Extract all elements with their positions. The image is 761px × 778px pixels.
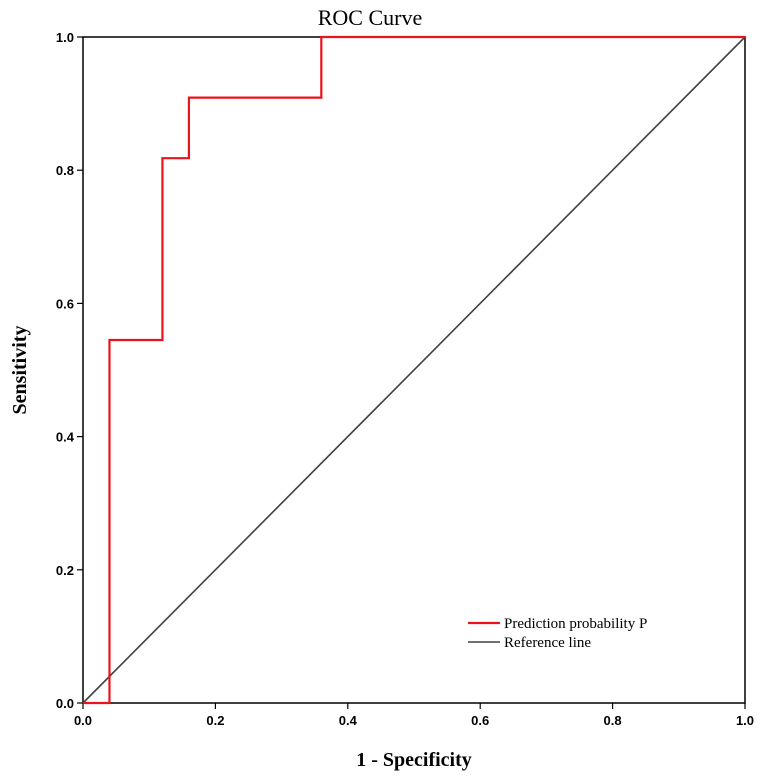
y-tick-label: 0.8 — [56, 163, 74, 178]
y-tick-label: 0.6 — [56, 296, 74, 311]
y-axis-ticks: 0.0 0.2 0.4 0.6 0.8 1.0 — [56, 30, 83, 711]
x-tick-label: 0.4 — [339, 713, 358, 728]
x-tick-label: 0.6 — [471, 713, 489, 728]
y-tick-label: 0.2 — [56, 563, 74, 578]
y-tick-label: 0.0 — [56, 696, 74, 711]
y-tick-label: 1.0 — [56, 30, 74, 45]
x-axis-title: 1 - Specificity — [356, 749, 472, 771]
series-line-reference — [82, 36, 746, 704]
y-tick-label: 0.4 — [56, 430, 75, 445]
y-axis-title: Sensitivity — [9, 326, 31, 415]
x-tick-label: 0.0 — [74, 713, 92, 728]
series-line-prediction-probability — [83, 35, 745, 705]
legend-label: Reference line — [504, 635, 591, 651]
legend: Prediction probability P Reference line — [468, 616, 647, 651]
legend-label: Prediction probability P — [504, 616, 647, 632]
x-tick-label: 0.2 — [206, 713, 224, 728]
series-layer — [82, 35, 746, 705]
x-axis-ticks: 0.0 0.2 0.4 0.6 0.8 1.0 — [74, 703, 754, 728]
chart-title: ROC Curve — [318, 5, 423, 30]
x-tick-label: 0.8 — [604, 713, 622, 728]
x-tick-label: 1.0 — [736, 713, 754, 728]
